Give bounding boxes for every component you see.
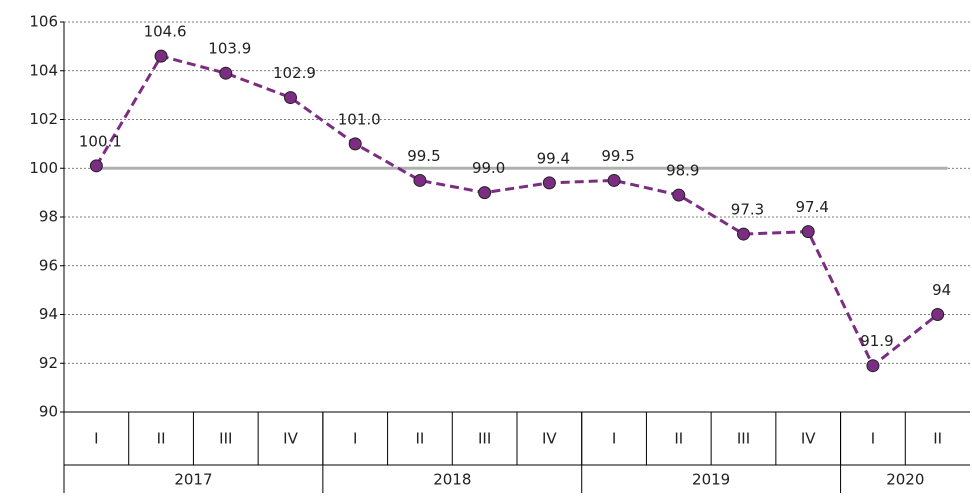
data-label: 91.9	[860, 332, 893, 350]
data-point	[801, 225, 815, 239]
x-tick-label: II	[157, 430, 166, 448]
y-tick-label: 98	[39, 208, 58, 226]
x-tick-label: III	[737, 430, 750, 448]
x-tick-label: II	[933, 430, 942, 448]
data-label: 94	[932, 281, 951, 299]
y-tick-label: 106	[29, 13, 58, 31]
data-point	[348, 137, 362, 151]
data-point	[542, 176, 556, 190]
data-point	[154, 49, 168, 63]
data-point	[478, 186, 492, 200]
data-label: 98.9	[666, 162, 699, 180]
y-tick-label: 104	[29, 61, 58, 79]
x-tick-label: IV	[542, 430, 557, 448]
data-label: 99.4	[537, 149, 570, 167]
data-label: 99.5	[601, 147, 634, 165]
data-label: 97.4	[796, 198, 829, 216]
x-tick-label: II	[415, 430, 424, 448]
data-point	[737, 227, 750, 241]
y-tick-label: 96	[39, 256, 58, 274]
data-label: 100.1	[79, 132, 122, 150]
group-label: 2020	[886, 471, 924, 489]
data-point	[866, 359, 880, 373]
group-label: 2017	[174, 471, 212, 489]
x-tick-label: II	[674, 430, 683, 448]
x-tick-label: III	[219, 430, 232, 448]
data-label: 101.0	[338, 110, 381, 128]
data-point	[607, 173, 621, 187]
x-tick-label: I	[94, 430, 98, 448]
x-tick-label: I	[871, 430, 875, 448]
x-tick-label: I	[353, 430, 357, 448]
data-label: 103.9	[208, 40, 251, 58]
data-point	[89, 159, 103, 173]
data-point	[284, 91, 297, 105]
y-tick-label: 102	[29, 110, 58, 128]
data-point	[672, 188, 686, 202]
x-tick-label: III	[478, 430, 491, 448]
x-tick-label: IV	[801, 430, 816, 448]
y-tick-label: 92	[39, 354, 58, 372]
x-tick-label: I	[612, 430, 616, 448]
data-label: 97.3	[731, 201, 764, 219]
data-label: 104.6	[144, 23, 187, 41]
y-tick-label: 100	[29, 159, 58, 177]
data-point	[413, 173, 427, 187]
data-point	[219, 66, 233, 80]
data-label: 99.0	[472, 159, 505, 177]
group-label: 2019	[692, 471, 730, 489]
x-tick-label: IV	[283, 430, 298, 448]
y-tick-label: 94	[39, 305, 58, 323]
y-tick-label: 90	[39, 403, 58, 421]
data-point	[931, 308, 945, 321]
group-label: 2018	[433, 471, 471, 489]
data-label: 102.9	[273, 64, 316, 82]
data-label: 99.5	[407, 147, 440, 165]
